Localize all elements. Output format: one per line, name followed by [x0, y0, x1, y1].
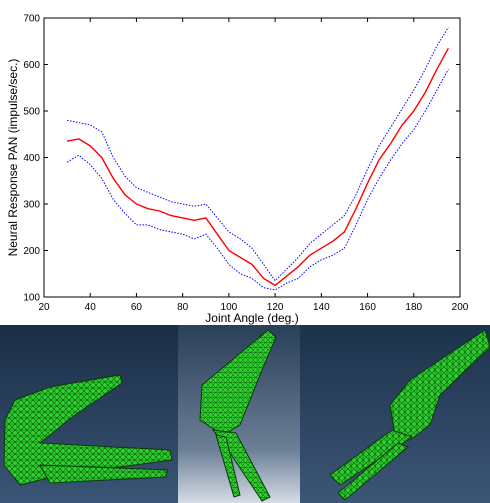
x-tick-label: 120: [267, 302, 284, 313]
mesh-right-view: [300, 325, 490, 503]
y-tick-label: 500: [23, 107, 40, 118]
x-tick-label: 140: [313, 302, 330, 313]
y-tick-label: 100: [23, 293, 40, 304]
knee-mesh-icon: [300, 325, 490, 503]
y-tick-label: 400: [23, 153, 40, 164]
knee-mesh-icon: [0, 325, 178, 503]
mesh-image-strip: [0, 325, 490, 503]
line-chart: 20 40 60 80 100 120 140 160 180 200 100 200 300 400 50…: [6, 14, 469, 326]
x-tick-label: 60: [131, 302, 143, 313]
x-tick-label: 40: [85, 302, 97, 313]
y-tick-label: 200: [23, 246, 40, 257]
x-axis-label: Joint Angle (deg.): [205, 311, 298, 325]
mesh-left-view: [0, 325, 178, 503]
chart-area: 20 40 60 80 100 120 140 160 180 200 100 200 300 400 50…: [6, 14, 469, 326]
x-tick-label: 20: [38, 302, 50, 313]
x-tick-label: 180: [405, 302, 422, 313]
y-axis-label: Neural Response PAN (impulse/sec.): [6, 59, 20, 257]
y-tick-label: 600: [23, 60, 40, 71]
knee-mesh-icon: [178, 325, 300, 503]
x-tick-label: 80: [177, 302, 189, 313]
mean-response-line: [66, 47, 450, 287]
lower-bound-line: [66, 68, 449, 291]
y-tick-label: 700: [23, 14, 40, 25]
y-tick-label: 300: [23, 200, 40, 211]
x-tick-label: 160: [359, 302, 376, 313]
mesh-middle-view: [178, 325, 300, 503]
x-tick-label: 100: [221, 302, 238, 313]
plot-frame: [43, 17, 461, 298]
x-tick-label: 200: [452, 302, 469, 313]
